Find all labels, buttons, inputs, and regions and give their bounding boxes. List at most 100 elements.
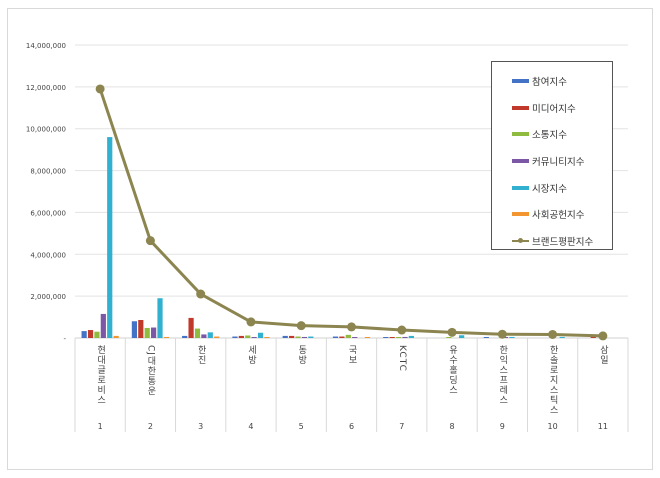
- legend-label: 사회공헌지수: [532, 210, 585, 222]
- bar: [402, 336, 408, 338]
- legend-item: 브랜드평판지수: [492, 228, 612, 255]
- y-tick-label: 6,000,000: [30, 209, 66, 217]
- legend-swatch: [512, 185, 529, 190]
- bar: [245, 335, 251, 338]
- bar: [364, 337, 371, 338]
- legend-item: 커뮤니티지수: [492, 148, 612, 175]
- category-label: CJ대한통운: [145, 345, 155, 396]
- bar: [308, 336, 314, 338]
- legend-swatch: [512, 212, 529, 217]
- category-label: 한진: [196, 345, 206, 365]
- bar: [509, 336, 515, 338]
- bar: [502, 337, 509, 338]
- bar: [214, 336, 220, 338]
- line-point: [145, 236, 155, 246]
- rank-label: 10: [547, 422, 557, 431]
- legend-item: 사회공헌지수: [492, 201, 612, 228]
- rank-label: 3: [198, 422, 203, 431]
- y-tick-label: 12,000,000: [26, 84, 66, 92]
- bar: [559, 336, 565, 338]
- bar: [483, 337, 489, 338]
- bar: [590, 337, 596, 338]
- bar: [157, 298, 163, 338]
- legend-swatch: [512, 237, 529, 243]
- category-label: 동방: [296, 345, 306, 365]
- y-tick-label: 2,000,000: [30, 293, 66, 301]
- y-tick-label: -: [63, 335, 66, 343]
- y-tick-label: 4,000,000: [30, 251, 66, 259]
- category-label: 한솔로지스틱스: [548, 345, 558, 415]
- legend-swatch: [512, 132, 529, 137]
- rank-label: 9: [500, 422, 505, 431]
- category-label: 현대글로비스: [95, 345, 105, 405]
- bar: [282, 335, 288, 338]
- rank-label: 7: [399, 422, 404, 431]
- line-point: [548, 329, 558, 339]
- bar: [459, 335, 465, 338]
- bar: [81, 331, 87, 338]
- legend-swatch: [512, 159, 529, 164]
- bar: [238, 335, 244, 338]
- chart-frame: [7, 8, 653, 470]
- category-label: 한익스프레스: [497, 345, 507, 405]
- rank-label: 6: [349, 422, 354, 431]
- line-point: [95, 84, 105, 94]
- legend-label: 브랜드평판지수: [532, 236, 594, 248]
- bar: [251, 337, 257, 338]
- bar: [395, 337, 402, 338]
- line-point: [196, 289, 206, 299]
- legend-label: 커뮤니티지수: [532, 157, 585, 169]
- bar: [383, 337, 389, 338]
- line-point: [447, 327, 457, 337]
- bar: [345, 334, 351, 338]
- category-label: 세방: [246, 345, 256, 365]
- bar: [131, 321, 138, 338]
- rank-label: 11: [598, 422, 608, 431]
- legend-item: 시장지수: [492, 174, 612, 201]
- bar: [264, 337, 270, 338]
- category-label: 삼일: [598, 345, 608, 365]
- bar: [232, 336, 238, 338]
- legend-item: 소통지수: [492, 121, 612, 148]
- y-tick-label: 8,000,000: [30, 168, 66, 176]
- bar: [408, 335, 414, 338]
- bar: [446, 337, 452, 338]
- category-label: 국보: [347, 345, 357, 365]
- bar: [301, 336, 308, 338]
- bar: [113, 335, 119, 338]
- bar: [257, 332, 264, 338]
- rank-label: 5: [299, 422, 304, 431]
- y-tick-label: 14,000,000: [26, 42, 66, 50]
- legend-swatch: [512, 79, 529, 84]
- bar: [138, 320, 144, 338]
- category-label: KCTC: [397, 345, 407, 372]
- bar: [289, 335, 295, 338]
- bar: [87, 330, 94, 338]
- legend-item: 미디어지수: [492, 95, 612, 122]
- bar: [100, 313, 106, 338]
- bar: [339, 336, 345, 338]
- y-tick-label: 10,000,000: [26, 126, 66, 134]
- bar: [94, 331, 100, 338]
- line-point: [347, 322, 356, 332]
- bar: [163, 336, 170, 338]
- legend-item: 참여지수: [492, 68, 612, 95]
- rank-label: 4: [248, 422, 253, 431]
- bar: [194, 328, 201, 338]
- line-point: [246, 317, 256, 327]
- bar: [151, 327, 157, 338]
- legend-label: 소통지수: [532, 130, 567, 142]
- bar: [389, 337, 395, 338]
- legend-label: 미디어지수: [532, 103, 576, 115]
- legend-label: 시장지수: [532, 183, 567, 195]
- bar: [182, 335, 188, 338]
- bar: [207, 332, 213, 338]
- bar: [107, 137, 113, 338]
- category-label: 유수홀딩스: [447, 345, 457, 395]
- bar: [295, 336, 301, 338]
- line-point: [397, 325, 407, 335]
- rank-label: 8: [449, 422, 454, 431]
- bar: [332, 336, 339, 338]
- line-point: [598, 331, 608, 341]
- bar: [144, 327, 150, 338]
